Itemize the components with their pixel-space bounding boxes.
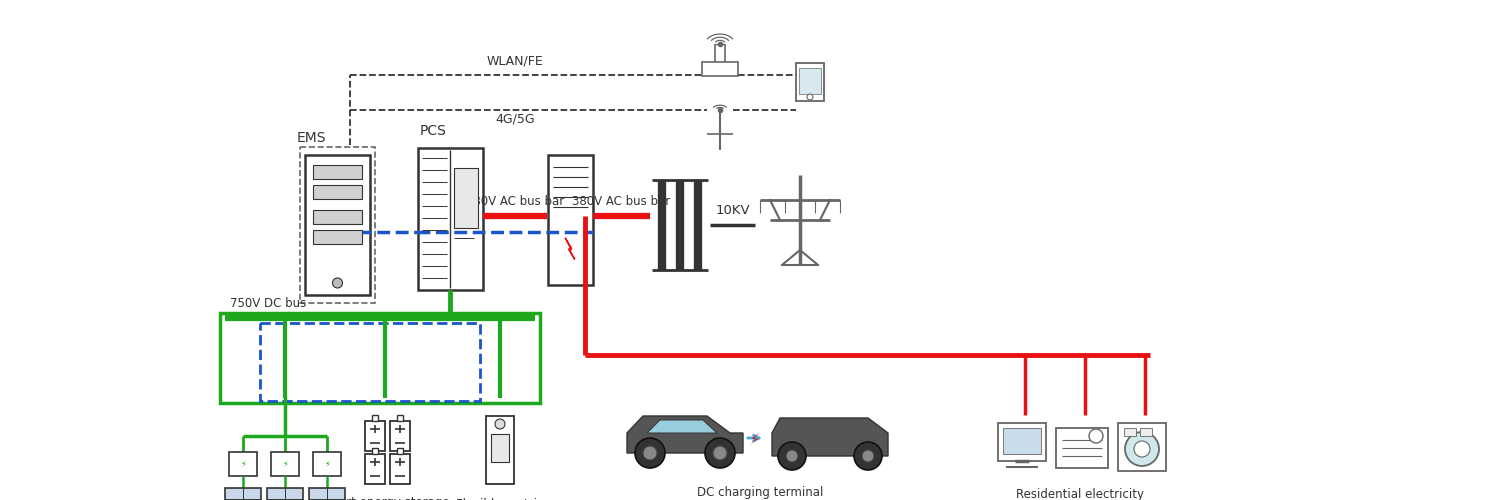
Text: 10KV: 10KV bbox=[716, 204, 750, 217]
Bar bbox=[1118, 423, 1166, 471]
Bar bbox=[1004, 428, 1041, 454]
Text: Residential electricity: Residential electricity bbox=[1016, 488, 1144, 500]
Circle shape bbox=[786, 450, 798, 462]
Circle shape bbox=[862, 450, 874, 462]
Circle shape bbox=[807, 94, 813, 100]
Bar bbox=[272, 452, 298, 476]
Text: 750V DC bus: 750V DC bus bbox=[230, 297, 306, 310]
Bar bbox=[998, 423, 1045, 461]
Text: ⚡: ⚡ bbox=[750, 433, 760, 447]
Bar bbox=[372, 448, 378, 454]
Bar bbox=[390, 421, 410, 451]
Bar bbox=[548, 155, 592, 285]
Bar bbox=[490, 434, 508, 462]
Bar bbox=[486, 416, 514, 484]
Text: 380V AC bus bar: 380V AC bus bar bbox=[466, 195, 564, 208]
Bar bbox=[314, 230, 362, 244]
Text: WLAN/FE: WLAN/FE bbox=[486, 54, 543, 67]
Bar bbox=[309, 488, 345, 500]
Circle shape bbox=[778, 442, 806, 470]
Bar bbox=[702, 62, 738, 76]
Text: ⚡: ⚡ bbox=[324, 460, 330, 468]
Polygon shape bbox=[627, 416, 742, 453]
Polygon shape bbox=[772, 418, 888, 456]
Text: DC charging terminal: DC charging terminal bbox=[698, 486, 824, 499]
Bar bbox=[267, 488, 303, 500]
Bar bbox=[314, 185, 362, 199]
Bar bbox=[314, 452, 340, 476]
Text: 380V AC bus bar: 380V AC bus bar bbox=[573, 195, 670, 208]
Bar bbox=[1124, 428, 1136, 436]
Bar bbox=[390, 454, 410, 484]
Circle shape bbox=[1134, 441, 1150, 457]
Bar bbox=[364, 421, 386, 451]
Circle shape bbox=[705, 438, 735, 468]
Bar bbox=[800, 68, 820, 94]
Circle shape bbox=[712, 446, 728, 460]
Polygon shape bbox=[566, 238, 574, 260]
Bar bbox=[300, 147, 375, 303]
Circle shape bbox=[1125, 432, 1160, 466]
Text: ⚡: ⚡ bbox=[240, 460, 246, 468]
Bar bbox=[1140, 428, 1152, 436]
Bar bbox=[419, 148, 483, 290]
Polygon shape bbox=[646, 420, 717, 433]
Text: Flexible matrix
charging stack: Flexible matrix charging stack bbox=[456, 498, 544, 500]
Circle shape bbox=[644, 446, 657, 460]
Circle shape bbox=[495, 419, 506, 429]
Bar bbox=[1056, 428, 1108, 468]
Bar bbox=[220, 313, 540, 403]
Bar bbox=[260, 323, 480, 401]
Bar bbox=[796, 63, 824, 101]
Bar bbox=[364, 454, 386, 484]
Bar bbox=[314, 210, 362, 224]
Circle shape bbox=[333, 278, 342, 288]
Text: EMS: EMS bbox=[297, 131, 327, 145]
Bar bbox=[230, 452, 256, 476]
Bar bbox=[398, 448, 404, 454]
Text: PCS: PCS bbox=[420, 124, 447, 138]
Bar bbox=[398, 415, 404, 421]
Bar bbox=[372, 415, 378, 421]
Circle shape bbox=[853, 442, 882, 470]
Text: ⚡: ⚡ bbox=[282, 460, 288, 468]
Bar bbox=[314, 165, 362, 179]
Bar bbox=[225, 488, 261, 500]
Bar bbox=[304, 155, 370, 295]
Text: 4G/5G: 4G/5G bbox=[495, 113, 536, 126]
Circle shape bbox=[1089, 429, 1102, 443]
Bar bbox=[454, 168, 478, 228]
Circle shape bbox=[634, 438, 664, 468]
Text: Smart energy storage: Smart energy storage bbox=[320, 496, 450, 500]
